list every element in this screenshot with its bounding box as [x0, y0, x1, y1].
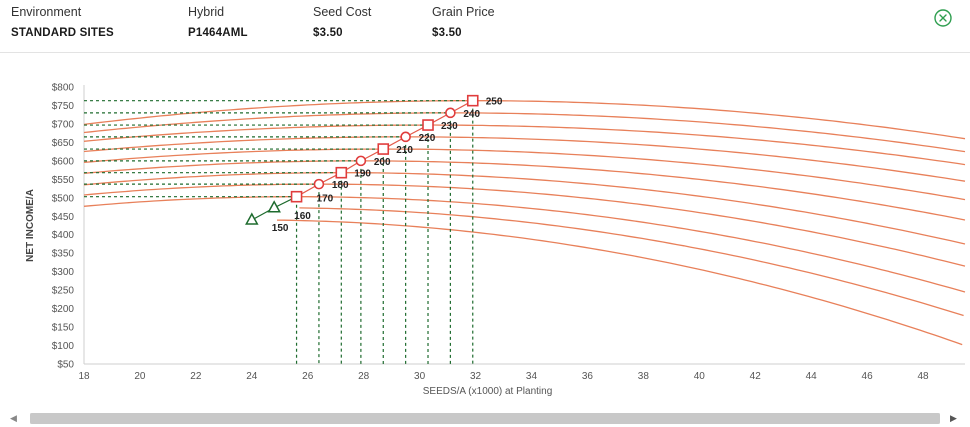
x-tick-label: 22: [190, 371, 202, 382]
optimum-marker-250: [466, 94, 479, 107]
x-tick-label: 34: [526, 371, 538, 382]
x-tick-label: 38: [638, 371, 650, 382]
y-tick-label: $650: [52, 138, 75, 149]
yield-curve-250: [83, 100, 966, 140]
yield-curve-160: [299, 207, 964, 317]
scroll-thumb[interactable]: [30, 413, 940, 424]
y-tick-label: $500: [52, 193, 75, 204]
net-income-chart: $50 $100 $150 $200 $250 $300 $350 $400 $450 $500 $…: [25, 83, 966, 397]
yield-level-label-230: 230: [441, 121, 458, 132]
y-tick-label: $600: [52, 156, 75, 167]
seed-cost-value: $3.50: [313, 27, 343, 39]
y-tick-label: $700: [52, 119, 75, 130]
seed-cost-label: Seed Cost: [313, 5, 372, 19]
y-tick-label: $150: [52, 323, 75, 334]
yield-curve-210: [83, 148, 966, 201]
scroll-right-arrow-icon[interactable]: ▶: [950, 413, 957, 423]
yield-curve-180: [83, 183, 966, 267]
x-tick-label: 30: [414, 371, 426, 382]
yield-level-label-180: 180: [332, 180, 349, 191]
x-tick-label: 36: [582, 371, 594, 382]
yield-level-label-250: 250: [486, 97, 503, 108]
hybrid-label: Hybrid: [188, 5, 225, 19]
x-tick-label: 18: [78, 371, 90, 382]
x-tick-label: 46: [862, 371, 874, 382]
optimum-marker-220: [400, 131, 411, 143]
environment-field: Environment STANDARD SITES: [11, 4, 114, 41]
yield-curve-200: [83, 160, 966, 221]
y-tick-label: $350: [52, 249, 75, 260]
optimum-marker-180: [313, 178, 325, 190]
grain-price-value: $3.50: [432, 27, 462, 39]
environment-value: STANDARD SITES: [11, 27, 114, 39]
yield-level-label-160: 160: [294, 211, 311, 222]
x-axis-label: SEEDS/A (x1000) at Planting: [423, 386, 553, 397]
yield-curve-190: [83, 172, 966, 245]
grain-price-label: Grain Price: [432, 5, 495, 19]
optimum-marker-170: [290, 190, 303, 203]
y-tick-label: $750: [52, 101, 75, 112]
hybrid-field: Hybrid P1464AML: [188, 4, 248, 41]
yield-level-label-210: 210: [396, 145, 413, 156]
x-tick-label: 42: [750, 371, 762, 382]
info-header: Environment STANDARD SITES Hybrid P1464A…: [0, 0, 970, 53]
yield-level-label-190: 190: [354, 169, 371, 180]
optimum-marker-210: [377, 143, 390, 155]
yield-curve-220: [83, 136, 966, 182]
optimum-marker-240: [445, 107, 456, 119]
optimum-marker-150: [245, 212, 259, 225]
close-button[interactable]: [934, 9, 952, 27]
x-tick-label: 28: [358, 371, 370, 382]
yield-level-label-200: 200: [374, 157, 391, 168]
x-tick-label: 44: [806, 371, 818, 382]
y-tick-label: $100: [52, 341, 75, 352]
grain-price-field: Grain Price $3.50: [432, 4, 495, 41]
x-tick-label: 26: [302, 371, 314, 382]
yield-level-label-150: 150: [272, 223, 289, 234]
y-tick-label: $200: [52, 304, 75, 315]
y-tick-label: $550: [52, 175, 75, 186]
y-tick-label: $400: [52, 230, 75, 241]
x-tick-label: 48: [917, 371, 929, 382]
y-tick-label: $50: [57, 360, 74, 371]
x-tick-label: 32: [470, 371, 482, 382]
circle-x-icon: [934, 9, 952, 27]
optimum-marker-200: [355, 155, 367, 167]
optimum-marker-190: [335, 166, 348, 179]
yield-curve-230: [83, 124, 966, 166]
y-tick-label: $250: [52, 286, 75, 297]
optimum-marker-230: [422, 119, 434, 131]
x-tick-label: 24: [246, 371, 258, 382]
yield-curve-150: [276, 219, 963, 346]
environment-label: Environment: [11, 5, 82, 19]
y-tick-label: $450: [52, 212, 75, 223]
y-tick-label: $300: [52, 267, 75, 278]
yield-level-label-170: 170: [317, 194, 334, 205]
yield-level-label-240: 240: [463, 109, 480, 120]
seed-cost-field: Seed Cost $3.50: [313, 4, 371, 41]
yield-curve-240: [83, 112, 966, 153]
yield-curve-170: [83, 196, 966, 293]
y-axis-label: NET INCOME/A: [25, 189, 36, 262]
x-tick-label: 20: [134, 371, 146, 382]
scroll-left-arrow-icon[interactable]: ◀: [10, 413, 17, 423]
horizontal-scrollbar[interactable]: ◀ ▶: [0, 410, 970, 427]
x-tick-label: 40: [694, 371, 706, 382]
y-tick-label: $800: [52, 83, 75, 94]
optimum-marker-160: [267, 200, 281, 213]
yield-level-label-220: 220: [419, 133, 436, 144]
hybrid-value: P1464AML: [188, 27, 248, 39]
